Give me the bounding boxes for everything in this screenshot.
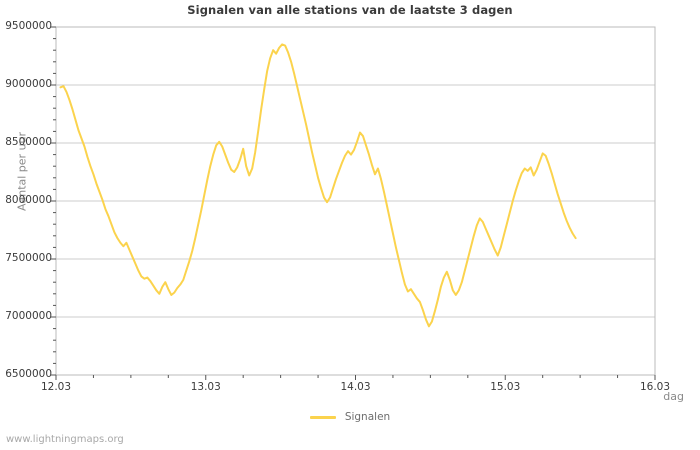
legend-label: Signalen bbox=[344, 411, 391, 423]
x-axis-label: dag bbox=[663, 390, 684, 403]
y-axis-label: Aantal per uur bbox=[15, 131, 29, 212]
chart-title: Signalen van alle stations van de laatst… bbox=[187, 3, 513, 17]
x-tick-label: 13.03 bbox=[190, 381, 221, 393]
chart-legend: Signalen bbox=[0, 411, 700, 423]
y-tick-label: 6500000 bbox=[5, 368, 52, 380]
y-tick-label: 8500000 bbox=[5, 136, 52, 148]
x-tick-label: 16.03 bbox=[639, 381, 671, 393]
legend-entry[interactable]: Signalen bbox=[309, 411, 391, 423]
x-tick-label: 14.03 bbox=[340, 381, 371, 393]
data-series-line-0 bbox=[59, 43, 577, 328]
y-tick-label: 9000000 bbox=[5, 78, 52, 90]
footer-attribution: www.lightningmaps.org bbox=[6, 434, 124, 445]
y-tick-label: 7000000 bbox=[5, 310, 52, 322]
y-tick-label: 8000000 bbox=[5, 194, 52, 206]
x-tick-label: 15.03 bbox=[490, 381, 521, 393]
y-tick-label: 9500000 bbox=[5, 20, 52, 32]
x-tick-label: 12.03 bbox=[40, 381, 72, 393]
legend-color-swatch bbox=[309, 415, 336, 419]
y-tick-label: 7500000 bbox=[5, 252, 52, 264]
